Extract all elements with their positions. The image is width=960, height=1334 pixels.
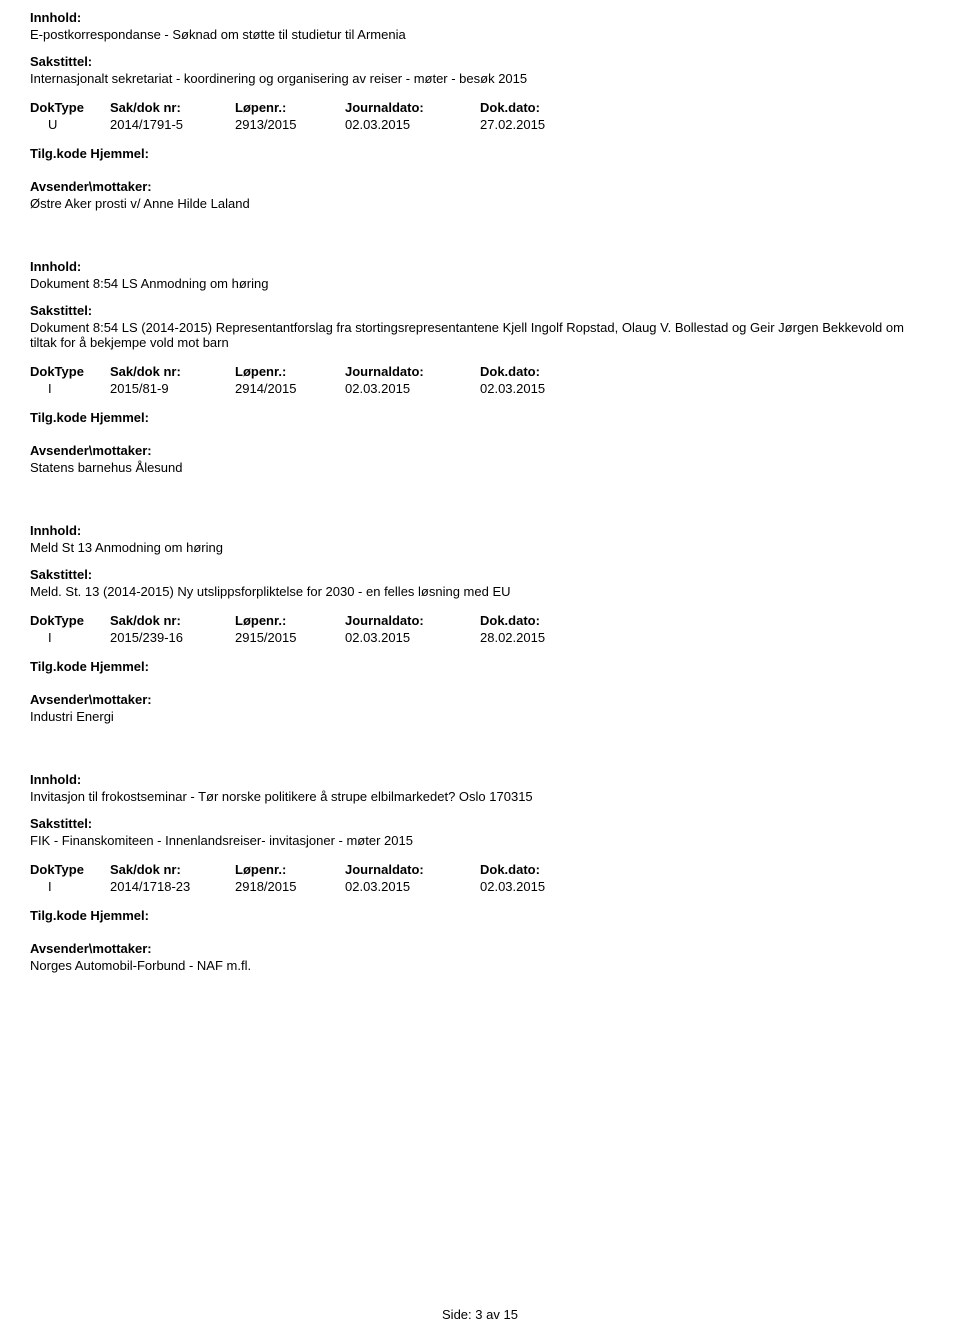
saknr-value: 2015/239-16: [110, 630, 235, 645]
lopenr-value: 2914/2015: [235, 381, 345, 396]
sakstittel-label: Sakstittel:: [30, 816, 930, 831]
journaldato-value: 02.03.2015: [345, 879, 480, 894]
saknr-header: Sak/dok nr:: [110, 100, 235, 115]
saknr-value: 2014/1791-5: [110, 117, 235, 132]
journal-entry: Innhold: Invitasjon til frokostseminar -…: [30, 772, 930, 973]
dokdato-value: 27.02.2015: [480, 117, 600, 132]
lopenr-header: Løpenr.:: [235, 613, 345, 628]
innhold-value: Meld St 13 Anmodning om høring: [30, 540, 930, 555]
avsender-value: Østre Aker prosti v/ Anne Hilde Laland: [30, 196, 930, 211]
dokdato-header: Dok.dato:: [480, 364, 600, 379]
sakstittel-value: Dokument 8:54 LS (2014-2015) Representan…: [30, 320, 930, 350]
doktype-header: DokType: [30, 613, 110, 628]
innhold-label: Innhold:: [30, 259, 930, 274]
lopenr-header: Løpenr.:: [235, 100, 345, 115]
avsender-value: Norges Automobil-Forbund - NAF m.fl.: [30, 958, 930, 973]
journal-entry: Innhold: E-postkorrespondanse - Søknad o…: [30, 10, 930, 211]
doktype-header: DokType: [30, 364, 110, 379]
avsender-label: Avsender\mottaker:: [30, 179, 930, 194]
doktype-value: I: [30, 879, 110, 894]
journaldato-header: Journaldato:: [345, 862, 480, 877]
doktype-header: DokType: [30, 862, 110, 877]
dokdato-header: Dok.dato:: [480, 100, 600, 115]
tilgkode-label: Tilg.kode Hjemmel:: [30, 410, 930, 425]
avsender-value: Statens barnehus Ålesund: [30, 460, 930, 475]
journaldato-value: 02.03.2015: [345, 630, 480, 645]
avsender-value: Industri Energi: [30, 709, 930, 724]
meta-value-row: I 2015/81-9 2914/2015 02.03.2015 02.03.2…: [30, 381, 930, 396]
dokdato-header: Dok.dato:: [480, 862, 600, 877]
meta-header-row: DokType Sak/dok nr: Løpenr.: Journaldato…: [30, 862, 930, 877]
footer-prefix: Side:: [442, 1307, 472, 1322]
dokdato-value: 02.03.2015: [480, 879, 600, 894]
dokdato-value: 28.02.2015: [480, 630, 600, 645]
innhold-label: Innhold:: [30, 523, 930, 538]
innhold-value: Dokument 8:54 LS Anmodning om høring: [30, 276, 930, 291]
meta-value-row: U 2014/1791-5 2913/2015 02.03.2015 27.02…: [30, 117, 930, 132]
journaldato-value: 02.03.2015: [345, 117, 480, 132]
journaldato-header: Journaldato:: [345, 100, 480, 115]
footer-total: 15: [504, 1307, 518, 1322]
saknr-header: Sak/dok nr:: [110, 613, 235, 628]
page-footer: Side: 3 av 15: [0, 1307, 960, 1322]
lopenr-value: 2913/2015: [235, 117, 345, 132]
meta-value-row: I 2014/1718-23 2918/2015 02.03.2015 02.0…: [30, 879, 930, 894]
sakstittel-value: Meld. St. 13 (2014-2015) Ny utslippsforp…: [30, 584, 930, 599]
tilgkode-label: Tilg.kode Hjemmel:: [30, 146, 930, 161]
lopenr-value: 2918/2015: [235, 879, 345, 894]
doktype-value: I: [30, 381, 110, 396]
saknr-value: 2014/1718-23: [110, 879, 235, 894]
innhold-value: E-postkorrespondanse - Søknad om støtte …: [30, 27, 930, 42]
sakstittel-label: Sakstittel:: [30, 303, 930, 318]
tilgkode-label: Tilg.kode Hjemmel:: [30, 908, 930, 923]
dokdato-value: 02.03.2015: [480, 381, 600, 396]
avsender-label: Avsender\mottaker:: [30, 941, 930, 956]
avsender-label: Avsender\mottaker:: [30, 692, 930, 707]
innhold-label: Innhold:: [30, 10, 930, 25]
saknr-header: Sak/dok nr:: [110, 862, 235, 877]
avsender-label: Avsender\mottaker:: [30, 443, 930, 458]
doktype-header: DokType: [30, 100, 110, 115]
lopenr-value: 2915/2015: [235, 630, 345, 645]
meta-value-row: I 2015/239-16 2915/2015 02.03.2015 28.02…: [30, 630, 930, 645]
doktype-value: U: [30, 117, 110, 132]
dokdato-header: Dok.dato:: [480, 613, 600, 628]
innhold-value: Invitasjon til frokostseminar - Tør nors…: [30, 789, 930, 804]
meta-header-row: DokType Sak/dok nr: Løpenr.: Journaldato…: [30, 613, 930, 628]
journal-entry: Innhold: Meld St 13 Anmodning om høring …: [30, 523, 930, 724]
lopenr-header: Løpenr.:: [235, 364, 345, 379]
saknr-value: 2015/81-9: [110, 381, 235, 396]
journaldato-header: Journaldato:: [345, 613, 480, 628]
sakstittel-value: Internasjonalt sekretariat - koordinerin…: [30, 71, 930, 86]
meta-header-row: DokType Sak/dok nr: Løpenr.: Journaldato…: [30, 100, 930, 115]
journal-entry: Innhold: Dokument 8:54 LS Anmodning om h…: [30, 259, 930, 475]
sakstittel-label: Sakstittel:: [30, 54, 930, 69]
doktype-value: I: [30, 630, 110, 645]
journaldato-value: 02.03.2015: [345, 381, 480, 396]
lopenr-header: Løpenr.:: [235, 862, 345, 877]
footer-page: 3: [475, 1307, 482, 1322]
saknr-header: Sak/dok nr:: [110, 364, 235, 379]
sakstittel-value: FIK - Finanskomiteen - Innenlandsreiser-…: [30, 833, 930, 848]
tilgkode-label: Tilg.kode Hjemmel:: [30, 659, 930, 674]
footer-sep: av: [486, 1307, 500, 1322]
meta-header-row: DokType Sak/dok nr: Løpenr.: Journaldato…: [30, 364, 930, 379]
innhold-label: Innhold:: [30, 772, 930, 787]
journaldato-header: Journaldato:: [345, 364, 480, 379]
sakstittel-label: Sakstittel:: [30, 567, 930, 582]
